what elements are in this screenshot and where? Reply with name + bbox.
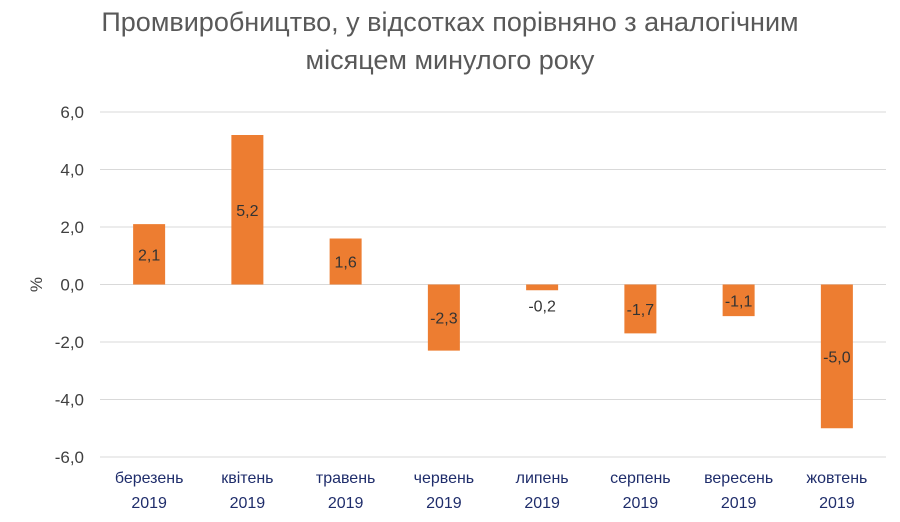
bar [624,284,657,334]
data-label: -1,1 [725,293,753,310]
bars [133,135,853,429]
y-tick-label: -6,0 [55,448,84,467]
x-axis-categories: березень 2019 квітень 2019 травень 2019 червен… [115,470,868,512]
y-tick-label: 6,0 [60,103,84,122]
bar [329,238,362,285]
x-category-label: жовтень [806,470,867,487]
x-category-label: серпень [610,470,671,487]
x-category-label: 2019 [131,495,167,512]
chart-title-line: місяцем минулого року [306,45,595,75]
data-label: -2,3 [430,311,458,328]
x-category-label: березень [115,470,184,487]
x-category-label: 2019 [230,495,266,512]
data-labels: 2,1 5,2 1,6 -2,3 -0,2 -1,7 -1,1 -5,0 [138,203,851,367]
bar [722,284,755,317]
chart-title: Промвиробництво, у відсотках порівняно з… [101,7,798,75]
y-tick-label: 2,0 [60,218,84,237]
data-label: 5,2 [236,203,258,220]
bar [427,284,460,351]
y-tick-label: -2,0 [55,333,84,352]
x-category-label: вересень [704,470,773,487]
x-category-label: липень [516,470,569,487]
x-category-label: 2019 [819,495,855,512]
data-label: -1,7 [627,302,655,319]
y-axis-label: % [27,277,46,292]
x-category-label: травень [316,470,376,487]
chart-title-line: Промвиробництво, у відсотках порівняно з… [101,7,798,37]
x-category-label: 2019 [623,495,659,512]
bar [820,284,853,429]
x-category-label: квітень [221,470,273,487]
bar [231,135,264,285]
data-label: -5,0 [823,349,851,366]
data-label: -0,2 [528,299,556,316]
x-category-label: 2019 [721,495,757,512]
y-tick-label: 0,0 [60,276,84,295]
bar [133,224,166,285]
y-tick-label: 4,0 [60,161,84,180]
y-tick-label: -4,0 [55,391,84,410]
bar [526,284,559,291]
y-axis-ticks: 6,0 4,0 2,0 0,0 -2,0 -4,0 -6,0 [55,103,84,467]
gridlines [100,111,886,458]
x-category-label: 2019 [328,495,364,512]
data-label: 2,1 [138,247,160,264]
x-category-label: 2019 [524,495,560,512]
x-category-label: 2019 [426,495,462,512]
x-category-label: червень [414,470,475,487]
data-label: 1,6 [335,255,357,272]
